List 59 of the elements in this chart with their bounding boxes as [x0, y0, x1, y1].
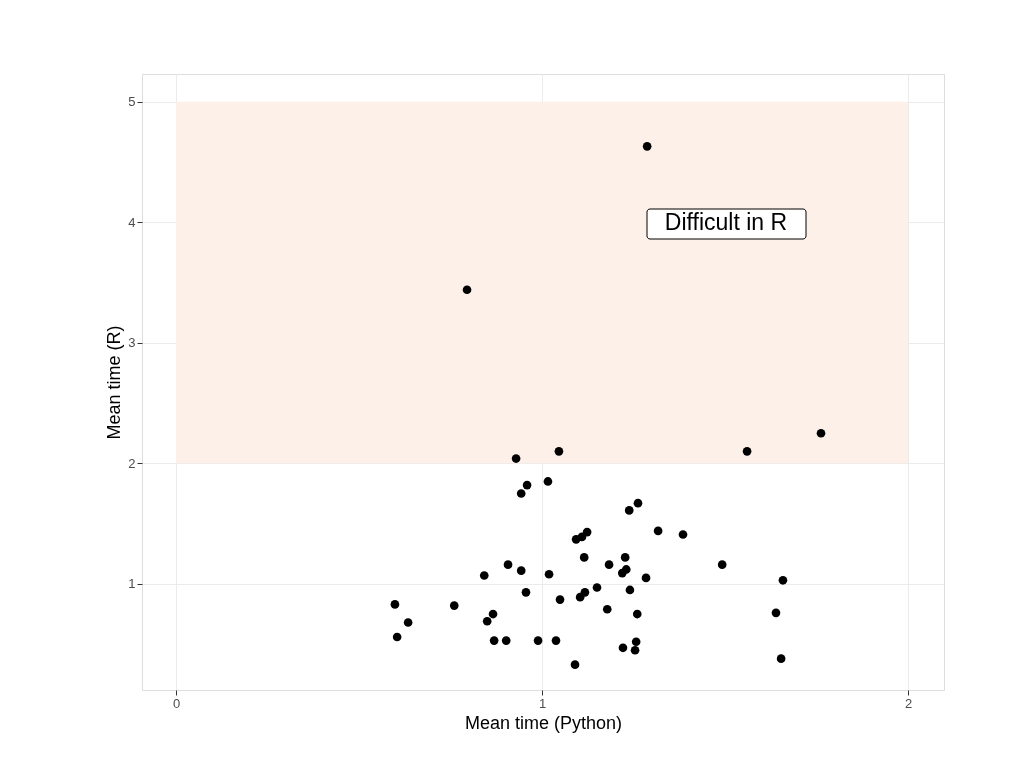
x-axis-title: Mean time (Python): [464, 712, 623, 733]
point: [620, 553, 630, 562]
y-tick-label: 3: [128, 335, 136, 351]
point: [449, 601, 459, 610]
point: [642, 142, 652, 151]
annotation: Difficult in R: [664, 209, 788, 235]
point: [653, 526, 663, 536]
point: [544, 569, 554, 579]
y-tick-label: 4: [128, 214, 136, 230]
point: [571, 534, 581, 544]
point: [543, 477, 553, 486]
point: [617, 568, 627, 578]
x-tick-label: 0: [172, 695, 181, 711]
x-tick-label: 1: [538, 695, 547, 711]
point: [632, 609, 642, 619]
point: [625, 585, 635, 595]
point: [479, 571, 489, 580]
point: [501, 636, 511, 645]
point: [392, 632, 402, 642]
y-tick-label: 5: [128, 94, 136, 110]
point: [742, 446, 752, 456]
point: [516, 489, 526, 498]
point: [592, 583, 602, 592]
point: [403, 618, 413, 627]
point: [604, 560, 614, 569]
point: [776, 654, 786, 663]
point: [533, 636, 543, 645]
y-tick-label: 1: [128, 576, 136, 592]
point: [771, 608, 781, 618]
point: [631, 637, 641, 647]
point: [555, 595, 565, 604]
point: [778, 575, 788, 585]
x-tick-label: 2: [905, 695, 913, 711]
point: [641, 573, 651, 583]
point: [624, 506, 634, 515]
point: [488, 609, 498, 619]
point: [489, 636, 499, 645]
point: [678, 530, 688, 539]
point: [521, 588, 531, 597]
point: [554, 446, 564, 456]
point: [717, 560, 727, 569]
point: [602, 604, 612, 614]
point: [633, 498, 643, 508]
point: [522, 480, 532, 490]
point: [579, 553, 589, 562]
point: [462, 285, 472, 295]
point: [630, 645, 640, 655]
point: [551, 636, 561, 645]
point: [816, 428, 826, 438]
point: [390, 600, 400, 609]
point: [570, 660, 580, 670]
point: [503, 560, 513, 569]
y-axis-title: Mean time (R): [104, 325, 125, 440]
point: [511, 454, 521, 463]
point: [482, 616, 492, 626]
point: [516, 566, 526, 575]
y-tick-label: 2: [128, 455, 136, 471]
point: [575, 592, 585, 602]
point: [618, 643, 628, 653]
